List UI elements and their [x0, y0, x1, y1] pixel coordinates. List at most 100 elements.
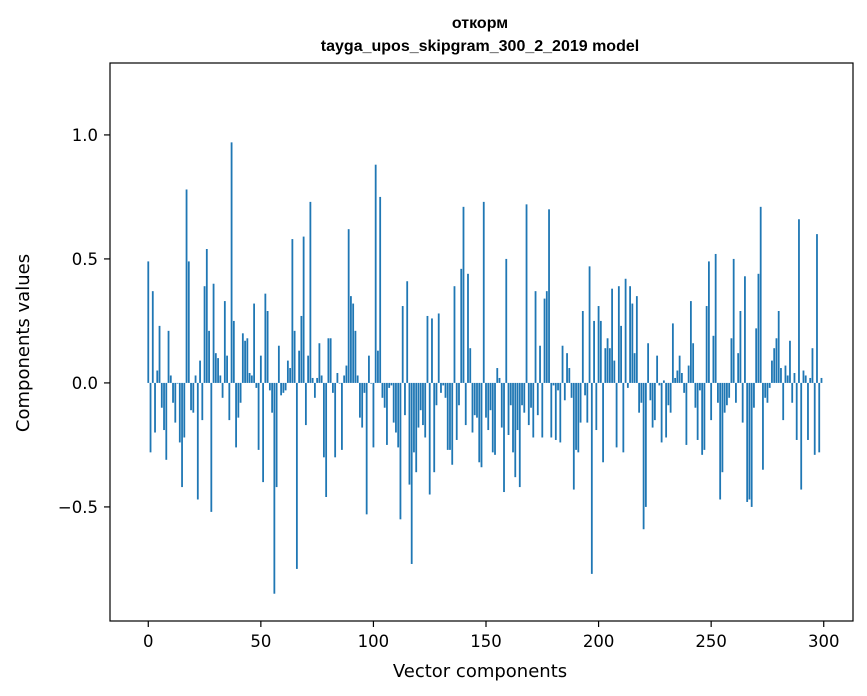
bar [777, 311, 780, 383]
bar [543, 298, 546, 383]
bar [246, 338, 249, 383]
x-tick-label: 100 [358, 632, 390, 651]
bar [496, 368, 499, 383]
bar [757, 273, 760, 383]
y-axis-ticks: −0.5 0.0 0.5 1.0 [58, 126, 110, 517]
bar [458, 382, 460, 406]
bar [507, 382, 510, 435]
bar [811, 348, 814, 383]
bar [708, 261, 710, 383]
bar [588, 266, 591, 383]
bar [352, 303, 355, 383]
bar [595, 382, 598, 431]
bar [302, 236, 305, 383]
bar [329, 338, 332, 383]
bar [467, 273, 469, 383]
bar [721, 382, 724, 473]
bar [250, 375, 253, 383]
bar [381, 382, 384, 398]
bar [268, 382, 271, 391]
bar [469, 348, 472, 383]
bar [361, 382, 364, 428]
bar [401, 306, 404, 383]
bar [586, 382, 589, 423]
bar [338, 382, 341, 384]
x-tick-label: 50 [250, 632, 271, 651]
bar [771, 360, 773, 383]
bar [210, 382, 213, 512]
bar [217, 358, 219, 383]
bar [521, 382, 523, 406]
bar [615, 382, 618, 448]
bar [539, 345, 541, 383]
bar [347, 229, 350, 383]
bar [471, 382, 474, 433]
bar [462, 206, 465, 383]
bar [802, 370, 805, 383]
bar [599, 320, 602, 383]
bar [480, 382, 483, 468]
bar [487, 382, 490, 431]
bar [428, 382, 431, 495]
bar [208, 330, 210, 383]
bar [336, 373, 339, 383]
bar [176, 382, 179, 384]
y-tick-label: 1.0 [72, 126, 98, 145]
bar [359, 382, 361, 418]
bar [687, 365, 690, 383]
bar [527, 382, 530, 426]
bar [795, 382, 798, 440]
bar [413, 382, 415, 453]
y-tick-label: 0.5 [72, 250, 98, 269]
bar [253, 303, 255, 383]
bar [318, 343, 321, 383]
bar [433, 382, 436, 473]
bar [703, 382, 706, 450]
bar [577, 382, 580, 453]
bar [235, 382, 237, 448]
chart-title: откорм [452, 15, 508, 32]
bar [415, 382, 418, 473]
bar [147, 261, 150, 383]
bar [671, 323, 674, 383]
bar [300, 315, 303, 383]
bar [431, 318, 433, 383]
bars [147, 142, 823, 594]
bar [473, 382, 476, 416]
bar [282, 382, 285, 393]
bar [370, 382, 373, 384]
bar [419, 382, 422, 411]
bar [181, 382, 183, 488]
bar [464, 382, 467, 426]
bar [374, 164, 377, 383]
bar [422, 382, 424, 426]
bar [271, 382, 274, 413]
bar [232, 320, 235, 383]
bar [642, 382, 645, 530]
bar [325, 382, 328, 497]
x-tick-label: 250 [695, 632, 727, 651]
bar [444, 382, 447, 398]
bar [178, 382, 181, 443]
bar [532, 382, 535, 438]
bar [789, 340, 791, 383]
bar [163, 382, 165, 431]
bar [174, 382, 177, 423]
bar [602, 382, 604, 463]
bar [746, 382, 749, 502]
bar [680, 373, 683, 383]
bar [768, 382, 771, 388]
bar [606, 338, 609, 383]
bar [613, 360, 616, 383]
bar [773, 348, 776, 383]
bar [566, 353, 568, 383]
bar [417, 382, 420, 428]
bar [478, 382, 481, 463]
bar [185, 189, 188, 383]
bar [304, 382, 307, 426]
bar [341, 382, 343, 450]
bar [813, 382, 816, 455]
bar [350, 296, 352, 383]
bar [424, 382, 427, 438]
bar [640, 382, 643, 403]
